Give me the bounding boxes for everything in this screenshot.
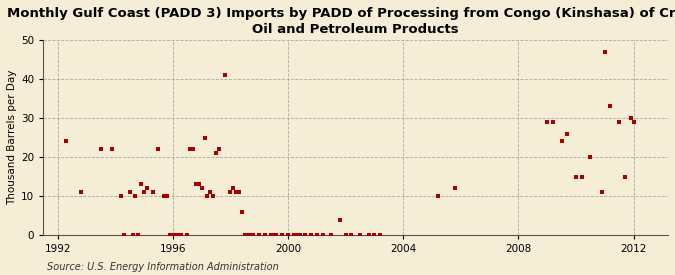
Point — [245, 233, 256, 238]
Point — [363, 233, 374, 238]
Point — [242, 233, 253, 238]
Point — [176, 233, 187, 238]
Point — [271, 233, 282, 238]
Point — [167, 233, 178, 238]
Point — [628, 120, 639, 124]
Point — [182, 233, 192, 238]
Point — [61, 139, 72, 144]
Point — [107, 147, 117, 152]
Point — [159, 194, 169, 198]
Point — [170, 233, 181, 238]
Title: Monthly Gulf Coast (PADD 3) Imports by PADD of Processing from Congo (Kinshasa) : Monthly Gulf Coast (PADD 3) Imports by P… — [7, 7, 675, 36]
Point — [432, 194, 443, 198]
Point — [605, 104, 616, 109]
Point — [188, 147, 198, 152]
Point — [147, 190, 158, 194]
Point — [153, 147, 164, 152]
Point — [199, 135, 210, 140]
Point — [570, 174, 581, 179]
Point — [334, 218, 345, 222]
Point — [225, 190, 236, 194]
Point — [300, 233, 310, 238]
Point — [231, 190, 242, 194]
Point — [291, 233, 302, 238]
Point — [248, 233, 259, 238]
Point — [277, 233, 288, 238]
Point — [119, 233, 130, 238]
Point — [124, 190, 135, 194]
Point — [193, 182, 204, 187]
Point — [547, 120, 558, 124]
Point — [236, 210, 247, 214]
Point — [202, 194, 213, 198]
Point — [130, 194, 141, 198]
Point — [317, 233, 328, 238]
Text: Source: U.S. Energy Information Administration: Source: U.S. Energy Information Administ… — [47, 262, 279, 272]
Point — [369, 233, 380, 238]
Point — [326, 233, 337, 238]
Point — [76, 190, 86, 194]
Point — [562, 131, 572, 136]
Point — [185, 147, 196, 152]
Point — [625, 116, 636, 120]
Point — [254, 233, 265, 238]
Y-axis label: Thousand Barrels per Day: Thousand Barrels per Day — [7, 70, 17, 205]
Point — [265, 233, 276, 238]
Point — [127, 233, 138, 238]
Point — [234, 190, 244, 194]
Point — [190, 182, 201, 187]
Point — [260, 233, 271, 238]
Point — [311, 233, 322, 238]
Point — [354, 233, 365, 238]
Point — [196, 186, 207, 191]
Point — [597, 190, 608, 194]
Point — [375, 233, 385, 238]
Point — [95, 147, 106, 152]
Point — [614, 120, 624, 124]
Point — [115, 194, 126, 198]
Point — [142, 186, 153, 191]
Point — [576, 174, 587, 179]
Point — [620, 174, 630, 179]
Point — [288, 233, 299, 238]
Point — [556, 139, 567, 144]
Point — [268, 233, 279, 238]
Point — [205, 190, 215, 194]
Point — [162, 194, 173, 198]
Point — [208, 194, 219, 198]
Point — [138, 190, 149, 194]
Point — [165, 233, 176, 238]
Point — [542, 120, 553, 124]
Point — [211, 151, 221, 155]
Point — [228, 186, 239, 191]
Point — [136, 182, 146, 187]
Point — [213, 147, 224, 152]
Point — [346, 233, 357, 238]
Point — [240, 233, 250, 238]
Point — [173, 233, 184, 238]
Point — [585, 155, 596, 159]
Point — [450, 186, 460, 191]
Point — [133, 233, 144, 238]
Point — [219, 73, 230, 77]
Point — [306, 233, 317, 238]
Point — [599, 50, 610, 54]
Point — [283, 233, 294, 238]
Point — [340, 233, 351, 238]
Point — [294, 233, 305, 238]
